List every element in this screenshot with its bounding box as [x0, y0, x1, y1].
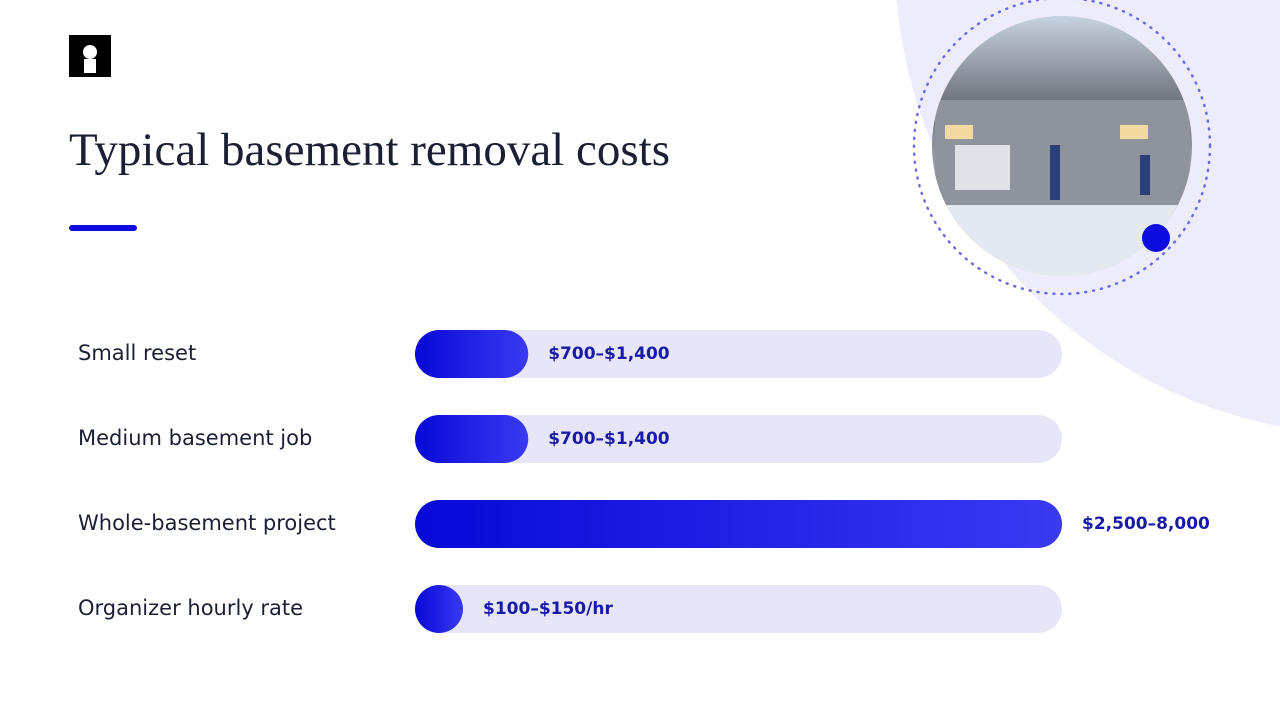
- bar-track: [415, 415, 1062, 463]
- logo-mark: [84, 59, 96, 73]
- logo-mark: [83, 45, 97, 59]
- bar: [415, 585, 463, 633]
- value-label: $700–$1,400: [548, 344, 670, 364]
- value-label: $100–$150/hr: [483, 599, 613, 619]
- value-label: $700–$1,400: [548, 429, 670, 449]
- bar: [415, 415, 529, 463]
- accent-line: [69, 225, 137, 231]
- category-label: Organizer hourly rate: [78, 596, 303, 620]
- category-label: Small reset: [78, 341, 196, 365]
- chart-title: Typical basement removal costs: [69, 124, 670, 176]
- dotted-ring: [912, 0, 1212, 296]
- category-label: Medium basement job: [78, 426, 312, 450]
- bar: [415, 500, 1062, 548]
- bar: [415, 330, 529, 378]
- decor-dot: [1142, 224, 1170, 252]
- category-label: Whole-basement project: [78, 511, 336, 535]
- bar-track: [415, 330, 1062, 378]
- bar-track: [415, 585, 1062, 633]
- value-label: $2,500–8,000: [1082, 514, 1210, 534]
